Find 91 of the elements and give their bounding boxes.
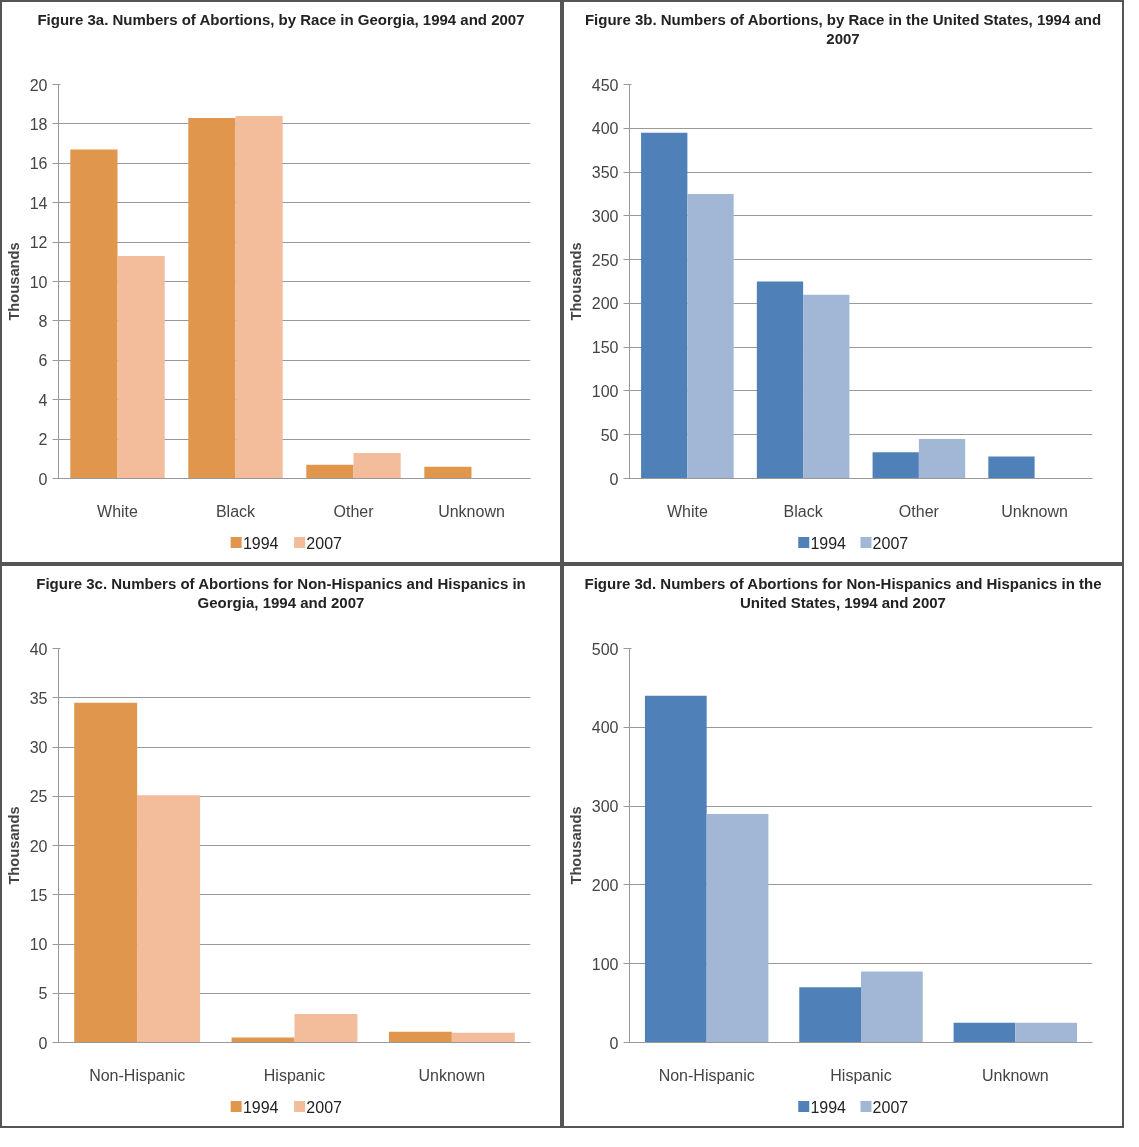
y-tick-label: 50 [600, 426, 619, 444]
y-tick-label: 350 [591, 164, 619, 182]
bar [644, 695, 707, 1043]
legend-label: 2007 [306, 534, 343, 552]
bar [756, 281, 804, 479]
y-tick-label: 0 [609, 1034, 619, 1052]
bar [235, 116, 283, 479]
y-tick-label: 200 [591, 295, 619, 313]
y-tick-label: 200 [591, 876, 619, 894]
legend-label: 2007 [872, 534, 909, 552]
x-tick-label: White [666, 502, 708, 520]
bar [353, 452, 401, 479]
y-tick-label: 5 [38, 985, 48, 1003]
y-tick-label: 0 [609, 470, 619, 488]
y-tick-label: 150 [591, 339, 619, 357]
y-axis-title: Thousands [567, 806, 584, 885]
bar [188, 117, 236, 479]
bar [451, 1032, 515, 1043]
y-tick-label: 500 [591, 640, 619, 658]
legend-label: 1994 [810, 1098, 847, 1116]
legend-label: 2007 [306, 1098, 343, 1116]
y-axis-title: Thousands [5, 806, 22, 885]
bar [74, 702, 138, 1043]
x-tick-label: Hispanic [830, 1066, 892, 1084]
y-tick-label: 15 [29, 886, 48, 904]
bar [687, 193, 734, 479]
bar [117, 255, 165, 479]
bar [641, 132, 688, 479]
bar [1015, 1022, 1078, 1043]
bar [861, 971, 923, 1043]
chart-title: Figure 3c. Numbers of Abortions for Non-Hispanics and Hispanics in Georgia, 1994 and 2007 [35, 574, 527, 612]
x-tick-label: Hispanic [263, 1066, 326, 1084]
bar [424, 466, 472, 479]
bar [294, 1013, 358, 1043]
y-tick-label: 8 [38, 312, 48, 330]
x-tick-label: White [97, 502, 139, 520]
y-tick-label: 400 [591, 120, 619, 138]
bar [137, 795, 201, 1043]
bar [988, 456, 1035, 479]
y-tick-label: 2 [38, 431, 48, 449]
legend-label: 1994 [242, 1098, 279, 1116]
y-tick-label: 14 [29, 194, 48, 212]
bar [918, 439, 966, 479]
y-tick-label: 100 [591, 955, 619, 973]
x-tick-label: Non-Hispanic [658, 1066, 755, 1084]
legend-label: 1994 [810, 534, 847, 552]
x-tick-label: Unknown [1001, 502, 1068, 520]
y-tick-label: 4 [38, 391, 48, 409]
chart-title: Figure 3d. Numbers of Abortions for Non-Hispanics and Hispanics in the United States, 1994 and 2007 [584, 574, 1102, 612]
x-tick-label: Other [898, 502, 940, 520]
y-tick-label: 400 [591, 719, 619, 737]
y-tick-label: 12 [29, 234, 48, 252]
x-tick-label: Non-Hispanic [89, 1066, 186, 1084]
y-tick-label: 450 [591, 76, 619, 94]
y-tick-label: 10 [29, 936, 48, 953]
y-tick-label: 300 [591, 207, 619, 225]
bar [388, 1031, 452, 1043]
x-tick-label: Unknown [438, 502, 505, 520]
y-tick-label: 6 [38, 352, 48, 370]
y-tick-label: 0 [38, 1034, 48, 1052]
y-tick-label: 40 [29, 640, 48, 658]
bar [706, 813, 769, 1043]
y-tick-label: 18 [29, 115, 48, 133]
y-tick-label: 25 [29, 788, 48, 806]
y-tick-label: 0 [38, 470, 48, 488]
x-tick-label: Black [783, 502, 824, 520]
y-axis-title: Thousands [5, 242, 22, 321]
y-tick-label: 35 [29, 689, 48, 707]
legend-label: 2007 [872, 1098, 909, 1116]
bar [953, 1022, 1016, 1043]
bar [872, 452, 919, 479]
legend-label: 1994 [242, 534, 279, 552]
y-tick-label: 20 [29, 837, 48, 855]
y-tick-label: 250 [591, 251, 619, 269]
x-tick-label: Other [333, 502, 375, 520]
bar [799, 987, 861, 1043]
y-tick-label: 300 [591, 798, 619, 816]
x-tick-label: Unknown [981, 1066, 1049, 1084]
y-tick-label: 20 [29, 76, 48, 94]
chart-title: Figure 3a. Numbers of Abortions, by Race in Georgia, 1994 and 2007 [37, 10, 525, 29]
bar [70, 149, 118, 479]
x-tick-label: Black [215, 502, 257, 520]
y-tick-label: 100 [591, 382, 619, 400]
chart-title: Figure 3b. Numbers of Abortions, by Race in the United States, 1994 and 2007 [584, 10, 1102, 48]
y-tick-label: 16 [29, 155, 48, 173]
bar [803, 294, 850, 479]
y-axis-title: Thousands [567, 242, 584, 321]
x-tick-label: Unknown [418, 1066, 486, 1084]
y-tick-label: 30 [29, 739, 48, 756]
y-tick-label: 10 [29, 273, 48, 291]
bar [306, 464, 354, 479]
